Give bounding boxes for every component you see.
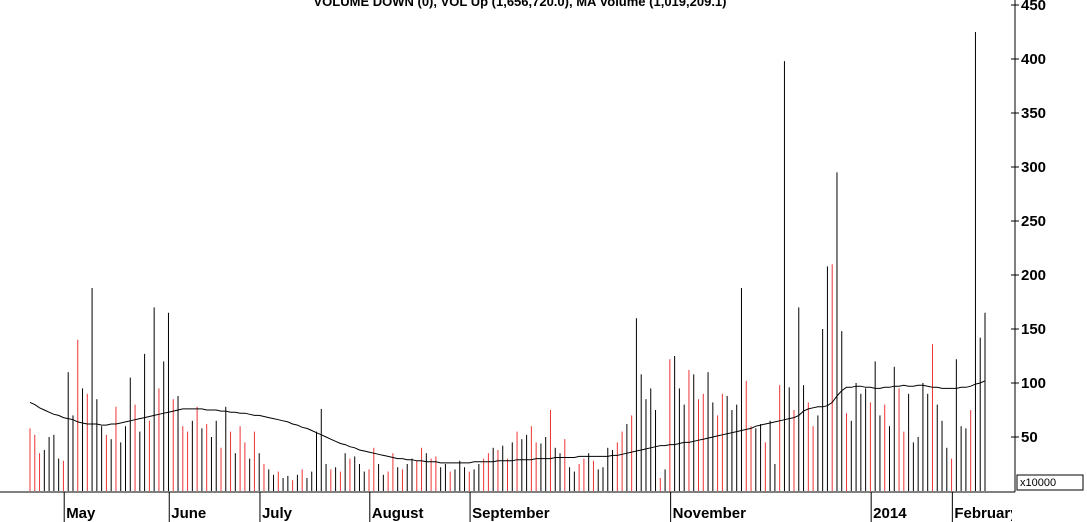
y-tick-label: 300 (1021, 159, 1046, 176)
y-tick-label: 150 (1021, 321, 1046, 338)
unit-label: x10000 (1020, 477, 1056, 489)
unit-box (1016, 474, 1084, 491)
y-tick-label: 450 (1021, 0, 1046, 14)
y-tick-label: 250 (1021, 213, 1046, 230)
x-tick-label: 2014 (873, 505, 907, 522)
y-tick-label: 400 (1021, 51, 1046, 68)
x-tick-label: September (472, 505, 550, 522)
x-tick-label: February (954, 505, 1019, 522)
x-tick-label: August (372, 505, 424, 522)
y-tick-label: 100 (1021, 375, 1046, 392)
x-tick-label: July (262, 505, 293, 522)
x-tick-label: November (673, 505, 747, 522)
y-tick-label: 50 (1021, 429, 1038, 446)
y-tick-label: 200 (1021, 267, 1046, 284)
ma-line (29, 380, 986, 464)
x-tick-label: May (66, 505, 96, 522)
plot: May June July August September November 2014 Fe… (29, 32, 1019, 522)
chart-title: VOLUME DOWN (0), VOL Up (1,656,720.0), M… (314, 0, 727, 9)
x-tick-label: June (171, 505, 206, 522)
y-tick-label: 350 (1021, 105, 1046, 122)
